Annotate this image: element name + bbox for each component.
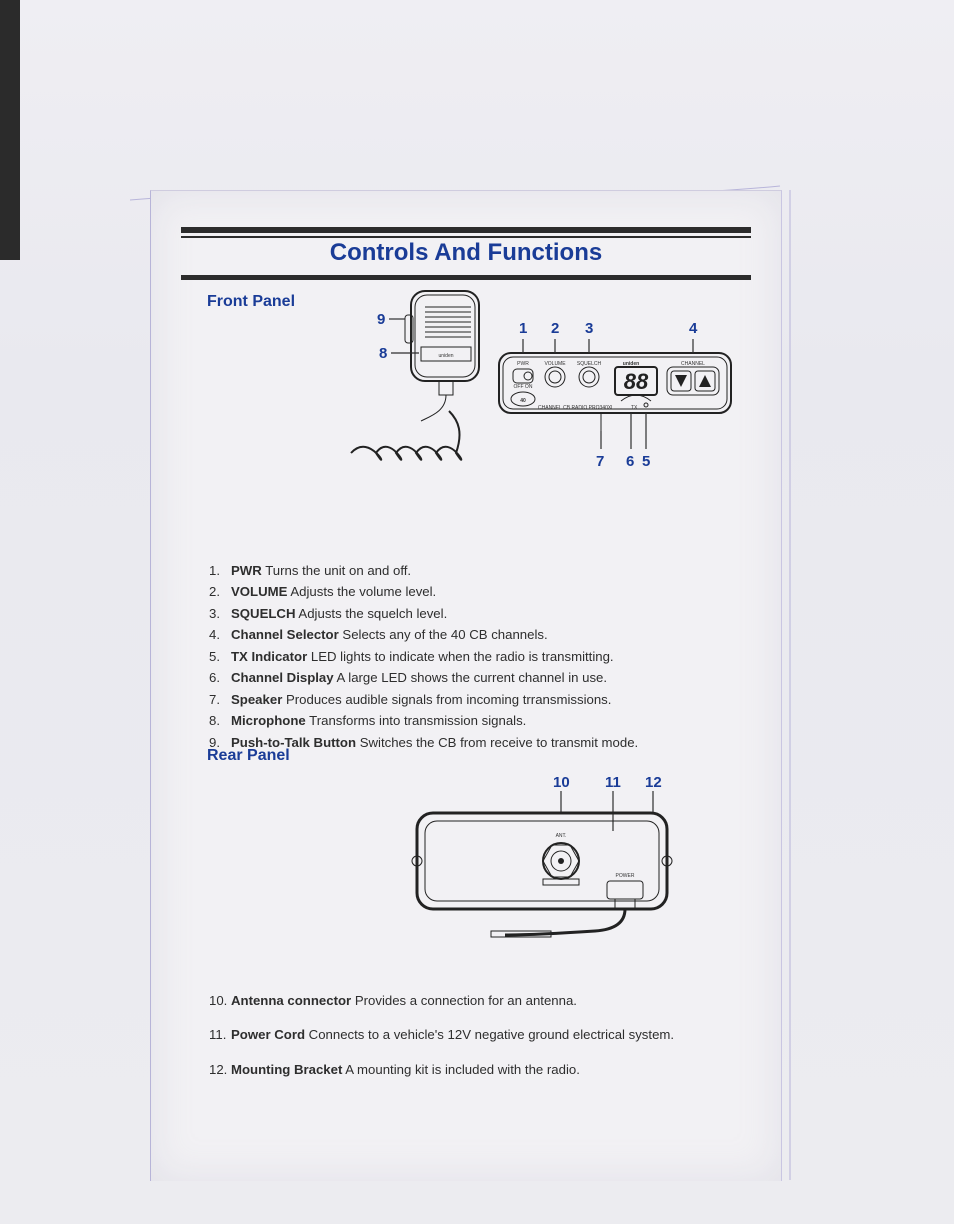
list-item: 4.Channel Selector Selects any of the 40… [209, 625, 741, 645]
callout-12: 12 [645, 774, 662, 791]
list-desc: A mounting kit is included with the radi… [342, 1062, 580, 1077]
front-panel-heading: Front Panel [207, 293, 295, 311]
callout-8: 8 [379, 345, 387, 362]
list-number: 10. [209, 991, 231, 1011]
list-number: 5. [209, 647, 231, 667]
microphone-icon: uniden [405, 291, 479, 395]
list-item: 6.Channel Display A large LED shows the … [209, 668, 741, 688]
callout-2: 2 [551, 320, 559, 337]
cord-icon [351, 395, 461, 460]
list-number: 3. [209, 604, 231, 624]
callout-11: 11 [605, 774, 621, 791]
svg-text:ANT.: ANT. [556, 833, 567, 839]
list-item: 8.Microphone Transforms into transmissio… [209, 711, 741, 731]
list-term: Mounting Bracket [231, 1062, 342, 1077]
antenna-connector-icon: ANT. [543, 833, 579, 885]
list-term: Speaker [231, 692, 282, 707]
scanner-edge-shadow [0, 0, 20, 260]
page-title: Controls And Functions [151, 239, 781, 267]
callout-5: 5 [642, 453, 650, 470]
list-desc: Selects any of the 40 CB channels. [339, 627, 548, 642]
title-rule-bottom [181, 275, 751, 280]
front-panel-diagram: uniden PWR VOLUME SQUELCH [331, 281, 741, 506]
rear-panel-diagram: 10 11 12 ANT. [401, 769, 701, 959]
callout-1: 1 [519, 320, 527, 337]
manual-page: Controls And Functions Front Panel [150, 190, 782, 1181]
rear-panel-heading: Rear Panel [207, 747, 290, 765]
list-number: 8. [209, 711, 231, 731]
list-number: 4. [209, 625, 231, 645]
callout-6: 6 [626, 453, 634, 470]
list-desc: Transforms into transmission signals. [306, 713, 527, 728]
radio-body-icon: PWR VOLUME SQUELCH uniden CHANNEL OFF ON [499, 353, 731, 431]
list-desc: Switches the CB from receive to transmit… [356, 735, 638, 750]
list-number: 12. [209, 1060, 231, 1080]
callout-7: 7 [596, 453, 604, 470]
callout-10: 10 [553, 774, 570, 791]
svg-text:SQUELCH: SQUELCH [577, 361, 602, 367]
list-number: 2. [209, 582, 231, 602]
svg-text:CHANNEL: CHANNEL [681, 361, 705, 367]
title-rule-top [181, 227, 751, 239]
list-item: 5.TX Indicator LED lights to indicate wh… [209, 647, 741, 667]
svg-text:TX: TX [631, 405, 638, 411]
list-number: 7. [209, 690, 231, 710]
list-term: SQUELCH [231, 606, 295, 621]
callout-4: 4 [689, 320, 698, 337]
list-term: Antenna connector [231, 993, 351, 1008]
list-item: 7.Speaker Produces audible signals from … [209, 690, 741, 710]
svg-text:CHANNEL CB RADIO PRO340XL: CHANNEL CB RADIO PRO340XL [538, 405, 614, 411]
list-desc: Adjusts the squelch level. [295, 606, 447, 621]
list-term: TX Indicator [231, 649, 307, 664]
scanned-page: Controls And Functions Front Panel [0, 0, 954, 1224]
list-term: PWR [231, 563, 262, 578]
list-item: 2.VOLUME Adjusts the volume level. [209, 582, 741, 602]
list-desc: Connects to a vehicle's 12V negative gro… [305, 1027, 674, 1042]
list-desc: Turns the unit on and off. [262, 563, 411, 578]
list-desc: LED lights to indicate when the radio is… [307, 649, 613, 664]
rear-panel-list: 10.Antenna connector Provides a connecti… [209, 991, 741, 1094]
callout-3: 3 [585, 320, 593, 337]
list-term: Power Cord [231, 1027, 305, 1042]
svg-text:POWER: POWER [616, 873, 635, 879]
svg-text:OFF ON: OFF ON [514, 384, 533, 390]
list-number: 11. [209, 1025, 231, 1045]
power-connector-icon: POWER [607, 873, 643, 909]
list-number: 1. [209, 561, 231, 581]
svg-text:88: 88 [624, 369, 649, 394]
list-desc: A large LED shows the current channel in… [334, 670, 607, 685]
list-term: Channel Selector [231, 627, 339, 642]
list-desc: Produces audible signals from incoming t… [282, 692, 611, 707]
list-item: 1.PWR Turns the unit on and off. [209, 561, 741, 581]
mic-brand-label: uniden [438, 353, 453, 359]
list-item: 12.Mounting Bracket A mounting kit is in… [209, 1060, 741, 1080]
svg-text:PWR: PWR [517, 361, 529, 367]
list-term: Channel Display [231, 670, 334, 685]
list-item: 11.Power Cord Connects to a vehicle's 12… [209, 1025, 741, 1045]
svg-text:VOLUME: VOLUME [544, 361, 566, 367]
list-item: 10.Antenna connector Provides a connecti… [209, 991, 741, 1011]
list-term: Microphone [231, 713, 306, 728]
front-panel-list: 1.PWR Turns the unit on and off.2.VOLUME… [209, 561, 741, 754]
list-item: 3.SQUELCH Adjusts the squelch level. [209, 604, 741, 624]
list-desc: Adjusts the volume level. [287, 584, 436, 599]
callout-9: 9 [377, 311, 385, 328]
list-term: VOLUME [231, 584, 287, 599]
right-margin-line [780, 190, 810, 1190]
list-desc: Provides a connection for an antenna. [351, 993, 577, 1008]
svg-text:40: 40 [520, 398, 526, 404]
list-number: 6. [209, 668, 231, 688]
